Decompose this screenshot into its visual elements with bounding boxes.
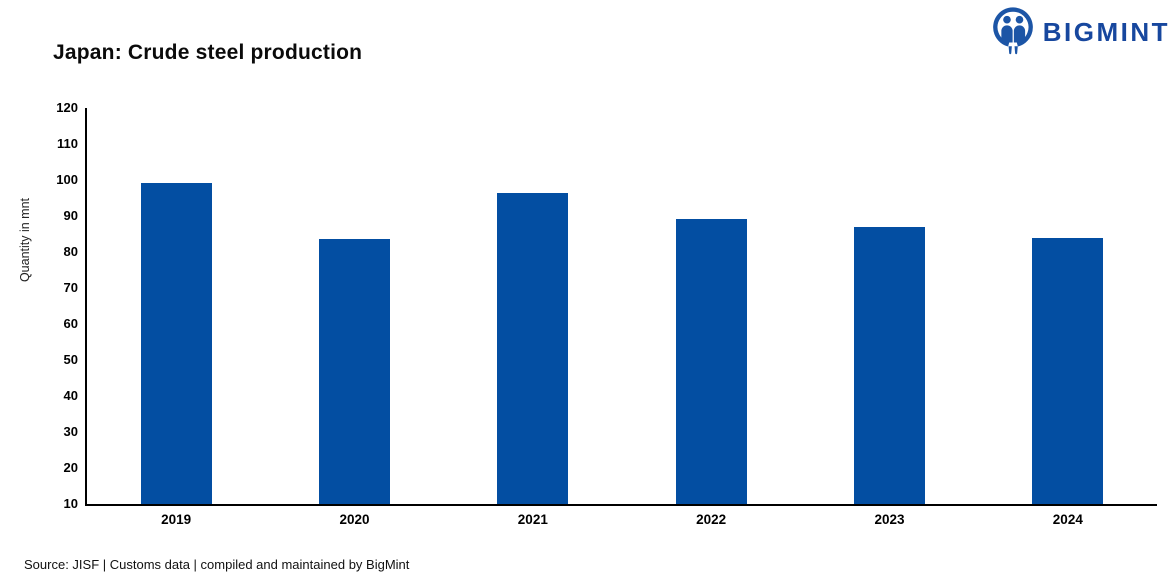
bar-2023 — [854, 226, 925, 504]
x-tick-label: 2021 — [517, 512, 548, 527]
y-tick-label: 20 — [63, 460, 78, 475]
x-tick-label: 2024 — [1052, 512, 1083, 527]
y-tick-label: 90 — [63, 208, 78, 223]
y-tick-label: 60 — [63, 316, 78, 331]
page-title: Japan: Crude steel production — [53, 41, 363, 64]
bigmint-logo: BIGMINT — [992, 7, 1170, 55]
x-tick-label: 2022 — [696, 512, 727, 527]
bigmint-people-icon — [992, 7, 1033, 55]
y-tick-label: 30 — [63, 424, 78, 439]
x-axis-labels: 2019 2020 2021 2022 2023 2024 — [87, 512, 1157, 532]
bigmint-logo-text: BIGMINT — [1042, 17, 1170, 47]
x-tick-label: 2019 — [161, 512, 192, 527]
bar-2020 — [319, 239, 390, 504]
x-tick-label: 2023 — [874, 512, 905, 527]
x-tick-label: 2020 — [339, 512, 370, 527]
y-tick-label: 40 — [63, 388, 78, 403]
y-tick-label: 50 — [63, 352, 78, 367]
y-tick-label: 80 — [63, 244, 78, 259]
bar-2019 — [140, 182, 212, 504]
y-tick-label: 120 — [56, 100, 78, 115]
y-tick-label: 70 — [63, 280, 78, 295]
y-tick-label: 100 — [56, 172, 78, 187]
bar-2024 — [1032, 237, 1104, 504]
y-axis-labels: 120 110 100 90 80 70 60 50 40 30 20 10 — [0, 100, 78, 511]
bar-2021 — [497, 193, 569, 504]
source-note: Source: JISF | Customs data | compiled a… — [24, 557, 410, 572]
bar-2022 — [675, 218, 747, 504]
y-tick-label: 10 — [63, 496, 78, 511]
plot-area — [85, 108, 1157, 506]
y-tick-label: 110 — [57, 136, 78, 151]
